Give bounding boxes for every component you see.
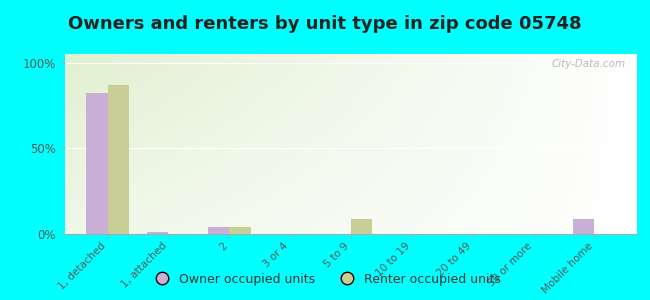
- Bar: [208, 227, 229, 234]
- Bar: [86, 93, 108, 234]
- Bar: [229, 227, 251, 234]
- Bar: [351, 219, 372, 234]
- Bar: [573, 219, 594, 234]
- Text: Owners and renters by unit type in zip code 05748: Owners and renters by unit type in zip c…: [68, 15, 582, 33]
- Bar: [108, 85, 129, 234]
- Text: City-Data.com: City-Data.com: [551, 59, 625, 69]
- Bar: [147, 232, 168, 234]
- Legend: Owner occupied units, Renter occupied units: Owner occupied units, Renter occupied un…: [144, 268, 506, 291]
